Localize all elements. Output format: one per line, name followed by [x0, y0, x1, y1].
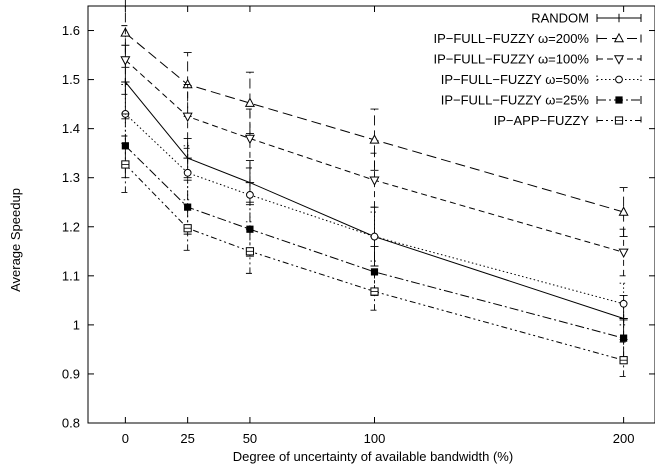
legend-marker [614, 13, 624, 23]
y-tick-label: 0.9 [62, 366, 80, 381]
data-point [120, 56, 131, 66]
legend-marker [613, 55, 625, 65]
data-point [620, 334, 628, 342]
legend-label: IP−FULL−FUZZY ω=25% [441, 93, 590, 108]
data-point [619, 299, 628, 308]
data-point [618, 248, 629, 259]
legend-label: IP−FULL−FUZZY ω=100% [433, 52, 589, 67]
data-point [182, 112, 193, 123]
y-tick-label: 1.5 [62, 72, 80, 87]
series-line-3 [125, 113, 624, 305]
data-point [121, 142, 129, 150]
y-tick-label: 1.1 [62, 268, 80, 283]
legend-label: IP−APP−FUZZY [494, 113, 590, 128]
x-axis-label: Degree of uncertainty of available bandw… [233, 449, 513, 464]
data-point [369, 134, 380, 144]
legend-marker [615, 96, 623, 104]
y-tick-label: 1.4 [62, 121, 80, 136]
x-tick-label: 100 [364, 431, 386, 446]
legend-line [596, 75, 642, 84]
data-point [183, 168, 192, 177]
data-point [370, 232, 379, 241]
data-point [246, 190, 254, 199]
legend-marker [613, 32, 625, 43]
data-point [369, 176, 380, 186]
plot-area: 0.8 0.9 1 1.1 1.2 1.3 1.4 1.5 1.6 0 25 50 100 200 RAND… [62, 0, 655, 446]
y-tick-label: 0.8 [62, 416, 80, 431]
y-tick-label: 1.2 [62, 219, 80, 234]
x-tick-label: 200 [613, 431, 635, 446]
plot-frame [87, 5, 655, 424]
data-point [244, 97, 255, 107]
series-line-1 [125, 32, 624, 213]
y-tick-label: 1 [73, 317, 80, 332]
y-tick-label: 1.3 [62, 170, 80, 185]
data-point [618, 206, 629, 216]
x-tick-label: 25 [180, 431, 194, 446]
error-bar [619, 341, 628, 377]
legend-label: IP−FULL−FUZZY ω=200% [433, 31, 589, 46]
y-tick-label: 1.6 [62, 23, 80, 38]
x-tick-label: 0 [122, 431, 129, 446]
legend-marker [615, 75, 623, 84]
y-axis-label: Average Speedup [8, 188, 23, 292]
error-bar [370, 152, 379, 208]
legend-label: IP−FULL−FUZZY ω=50% [441, 72, 590, 87]
x-tick-label: 50 [243, 431, 257, 446]
legend-label: RANDOM [531, 11, 589, 26]
data-point [244, 134, 255, 145]
